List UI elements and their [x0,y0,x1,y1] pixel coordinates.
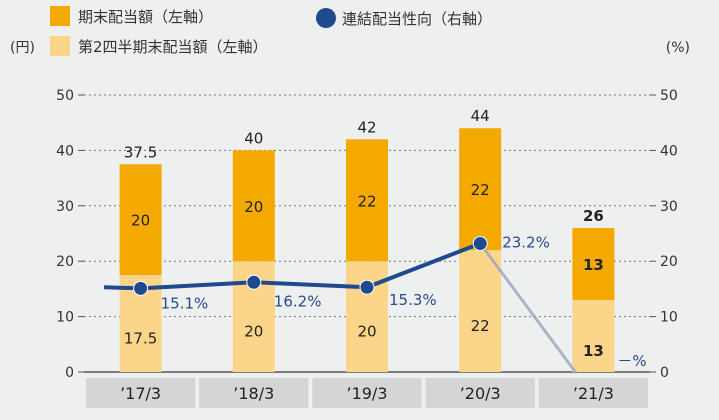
left-tick-label: 0 [65,365,74,381]
right-tick-label: 20 [660,254,678,270]
payout-label: 16.2% [274,292,322,310]
right-axis-unit: (%) [666,40,690,56]
bar-year-end [119,164,162,276]
bar-label-interim: 20 [244,323,263,341]
bar-interim [346,261,388,372]
legend-swatch-year-end [50,6,70,26]
bar-year-end [459,128,502,251]
right-tick-label: 30 [660,199,678,215]
category-band [538,378,648,408]
payout-label: 15.1% [161,294,209,312]
right-tick-label: 0 [660,365,669,381]
bar-total-label: 37.5 [124,143,157,161]
category-label: ’19/3 [346,384,387,403]
payout-line [103,235,577,374]
payout-marker [472,235,488,251]
bar-year-end [346,139,388,262]
category-band [199,378,309,408]
category-label: ’21/3 [573,384,614,403]
bar-year-end [572,227,615,300]
right-tick-label: 50 [660,88,678,104]
payout-line-fade [478,241,577,374]
bar-total-label: 26 [583,207,604,225]
bar-label-year-end: 13 [583,256,604,274]
bar-year-end [232,150,275,262]
bars [119,128,615,372]
left-tick-label: 30 [56,199,74,215]
bar-label-interim: 13 [583,342,604,360]
left-tick-label: 10 [56,310,74,326]
payout-marker [359,279,375,295]
legend-swatch-interim [50,36,70,56]
left-tick-label: 40 [56,143,74,159]
right-tick-label: 40 [660,143,678,159]
category-label: ’20/3 [460,384,501,403]
left-axis-unit: (円) [10,40,35,56]
left-tick-label: 50 [56,88,74,104]
payout-label: 15.3% [389,291,437,309]
bar-label-year-end: 22 [357,192,376,210]
category-band [425,378,535,408]
legend: 期末配当額（左軸） 連結配当性向（右軸） 第2四半期末配当額（左軸） [50,6,492,56]
legend-label-payout: 連結配当性向（右軸） [342,10,492,28]
y-ticks: 0 0 10 10 20 20 30 30 40 40 50 50 [56,88,678,381]
category-bands: ’17/3 ’18/3 ’19/3 ’20/3 ’21/3 [86,378,648,408]
legend-marker-payout [316,8,336,28]
bar-interim [459,250,502,372]
payout-label: －% [617,352,646,370]
bar-label-year-end: 20 [131,212,150,230]
category-band [312,378,422,408]
bar-total-label: 40 [244,129,263,147]
bar-total-label: 42 [357,118,376,136]
payout-marker [133,280,149,296]
bar-label-year-end: 20 [244,198,263,216]
bar-label-interim: 17.5 [124,330,157,348]
data-labels: 17.5 20 37.5 20 20 40 20 22 42 22 22 44 13 13 26 15.1% 1… [124,107,647,370]
right-tick-label: 10 [660,310,678,326]
payout-marker [246,274,262,290]
left-tick-label: 20 [56,254,74,270]
payout-label: 23.2% [502,233,550,251]
category-label: ’18/3 [233,384,274,403]
bar-total-label: 44 [471,107,490,125]
bar-label-interim: 20 [357,323,376,341]
legend-label-year-end: 期末配当額（左軸） [78,8,213,26]
bar-interim [572,299,615,372]
category-band [86,378,196,408]
legend-label-interim: 第2四半期末配当額（左軸） [78,38,268,56]
bar-label-year-end: 22 [471,181,490,199]
category-label: ’17/3 [120,384,161,403]
bar-label-interim: 22 [471,317,490,335]
